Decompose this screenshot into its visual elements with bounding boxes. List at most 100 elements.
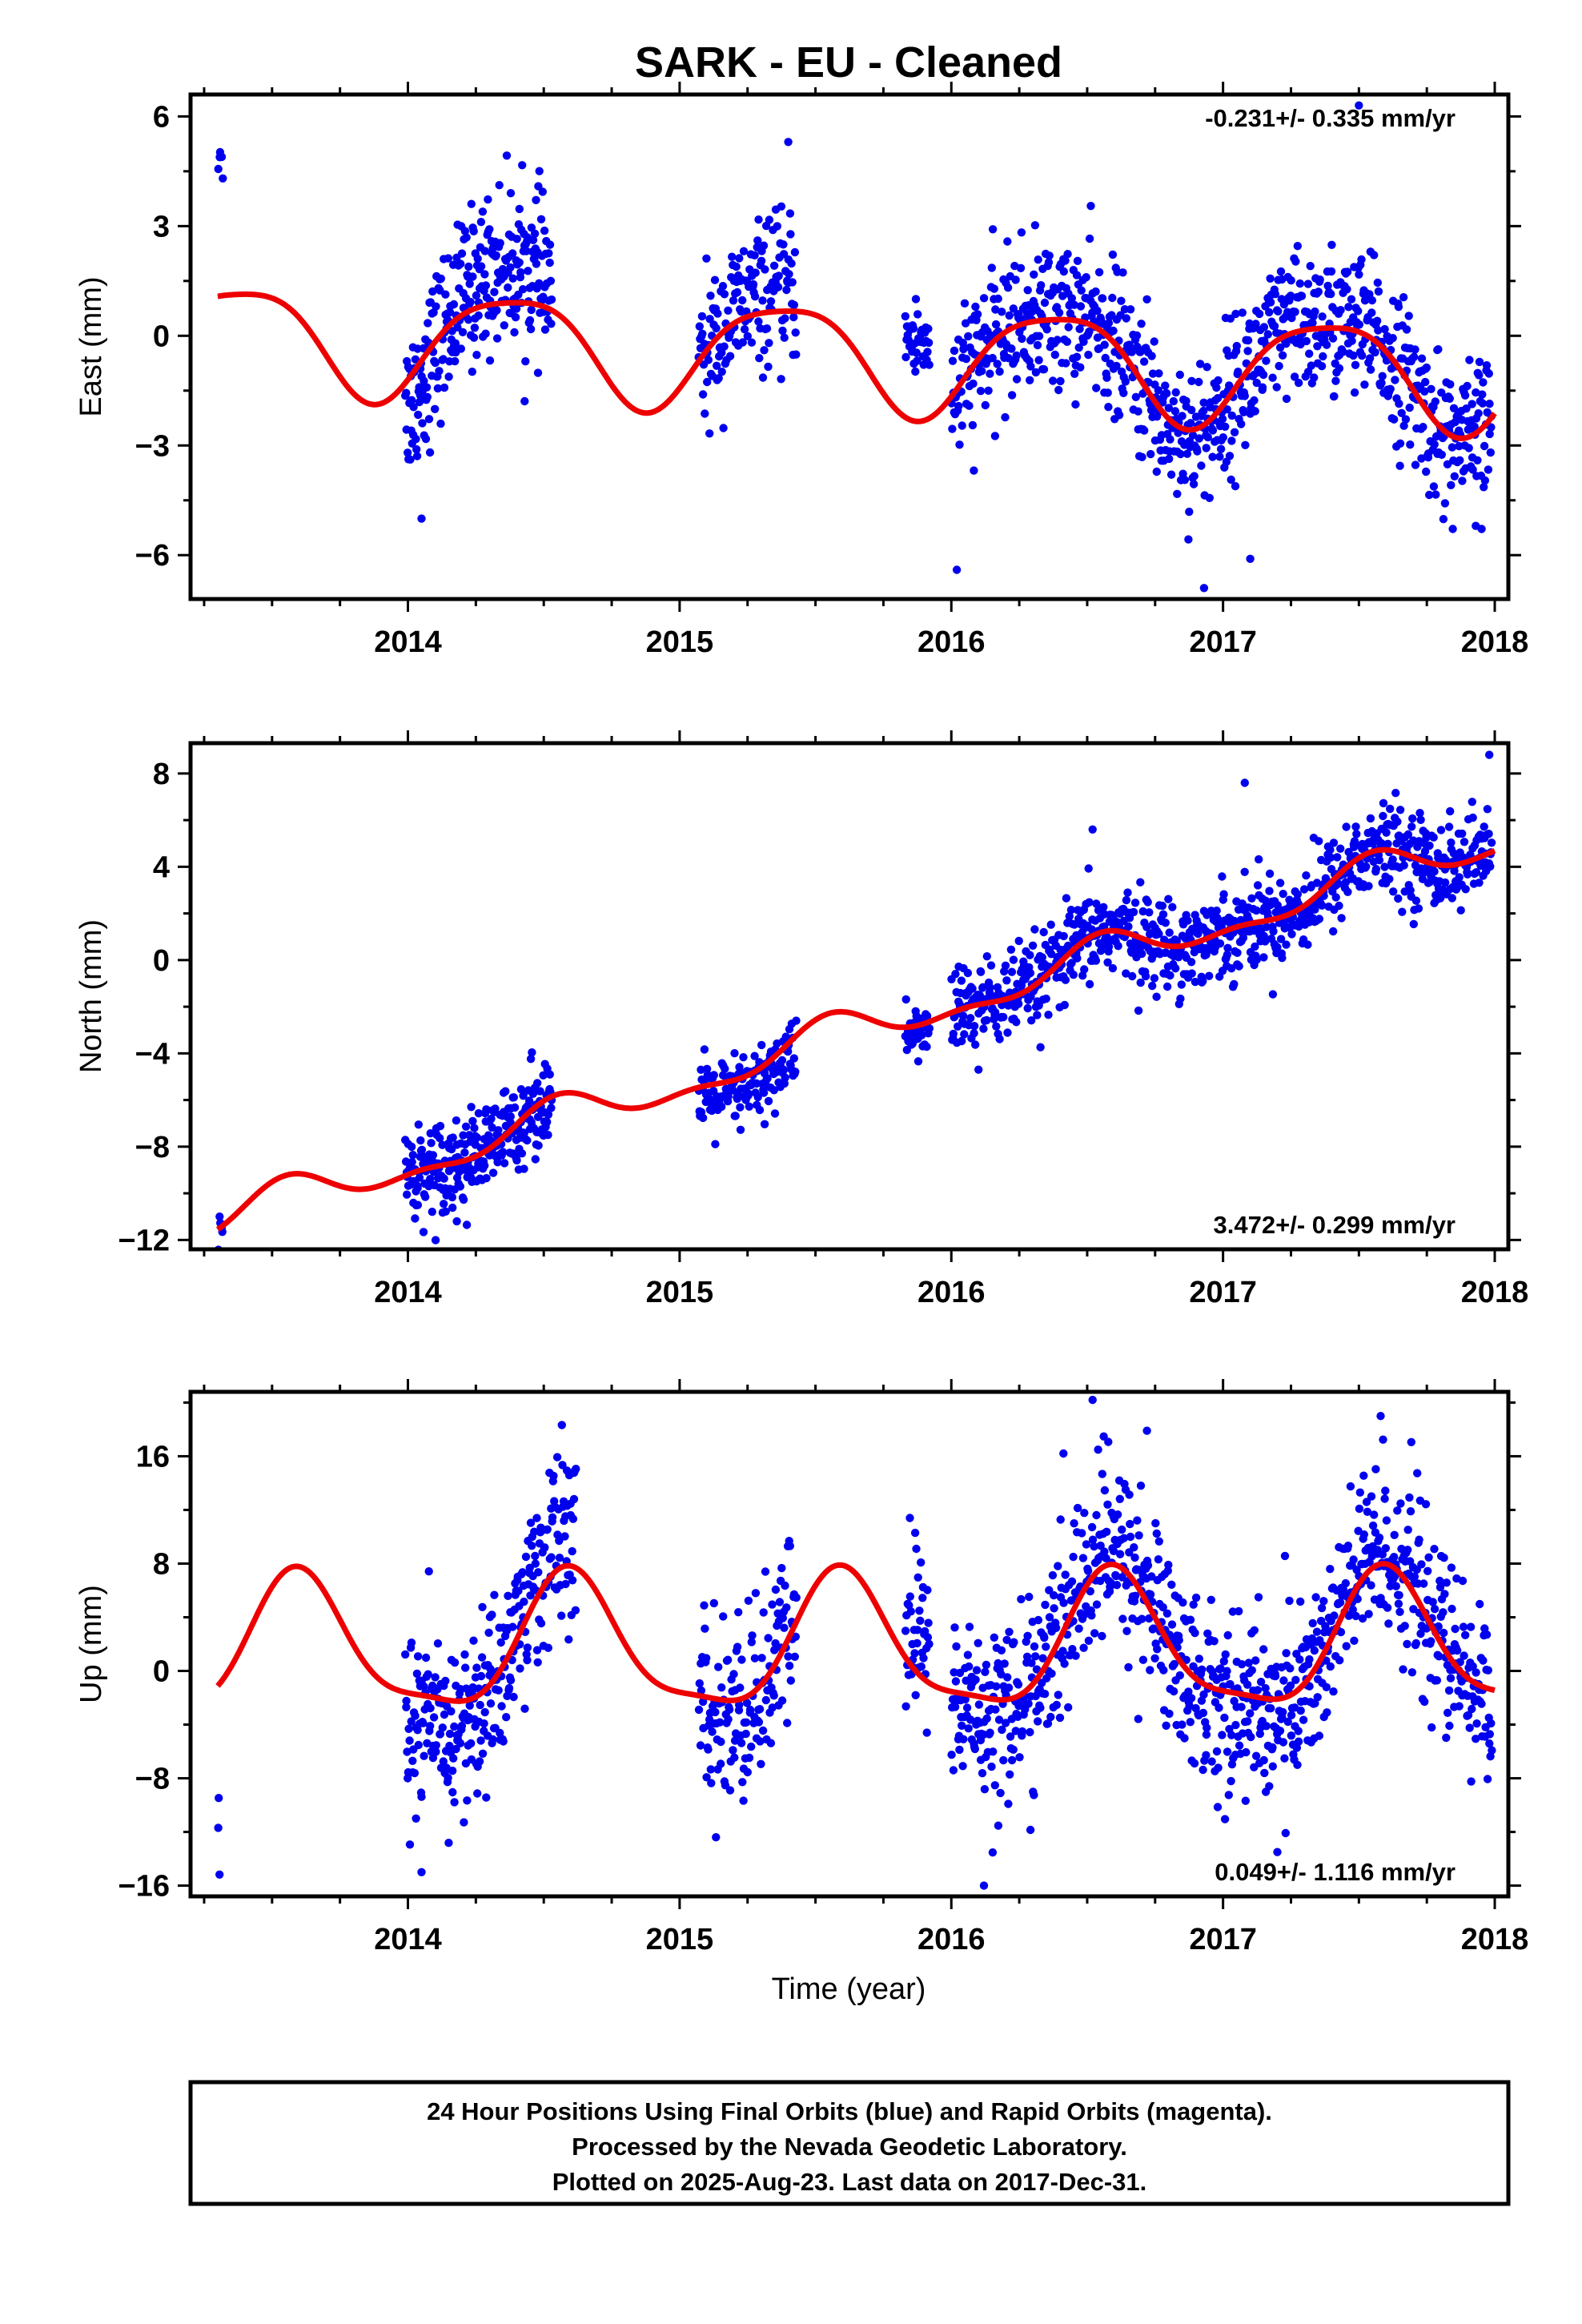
up-data-point: [725, 1786, 735, 1795]
up-data-point: [450, 1722, 459, 1731]
up-data-point: [775, 1598, 785, 1606]
north-data-point: [781, 1032, 790, 1041]
north-data-point: [1484, 830, 1493, 838]
up-data-point: [982, 1714, 991, 1723]
east-data-point: [1232, 341, 1242, 351]
east-data-point: [1094, 267, 1104, 277]
east-data-point: [1417, 354, 1427, 363]
up-data-point: [959, 1735, 968, 1743]
east-data-point: [1102, 373, 1111, 382]
east-data-point: [1480, 476, 1490, 485]
up-data-point: [1458, 1576, 1468, 1586]
up-data-point: [1343, 1542, 1353, 1550]
up-data-point: [1416, 1629, 1425, 1638]
up-data-point: [1018, 1727, 1027, 1736]
east-data-point: [1134, 407, 1142, 416]
east-data-point: [412, 435, 420, 444]
up-data-point: [1178, 1598, 1187, 1607]
caption-line-1: 24 Hour Positions Using Final Orbits (bl…: [427, 2097, 1272, 2125]
east-data-point: [532, 259, 541, 268]
north-data-point: [1230, 979, 1239, 989]
east-data-point: [1355, 320, 1364, 329]
east-data-point: [1373, 316, 1382, 325]
north-y-tick-label: −12: [118, 1224, 170, 1257]
east-x-tick-label: 2016: [917, 625, 986, 659]
up-model-fit: [215, 1561, 1496, 1704]
east-data-point: [1016, 263, 1026, 272]
north-data-point: [1026, 968, 1035, 978]
east-data-point: [1335, 364, 1344, 373]
up-data-point: [990, 1633, 999, 1642]
up-data-point: [1064, 1703, 1073, 1712]
north-data-point: [1085, 898, 1094, 907]
east-data-point: [1056, 376, 1065, 386]
up-data-point: [1191, 1628, 1199, 1638]
up-data-point: [714, 1663, 723, 1671]
up-data-point: [402, 1703, 411, 1711]
north-data-point: [1003, 1028, 1012, 1037]
east-data-point: [1450, 472, 1460, 480]
east-data-point: [1195, 434, 1204, 443]
east-data-point: [1199, 584, 1209, 593]
up-data-point: [768, 1600, 777, 1609]
up-data-point: [947, 1751, 956, 1759]
east-data-point: [1439, 515, 1448, 524]
east-data-point: [1307, 361, 1316, 370]
up-y-tick-label: −16: [118, 1870, 170, 1904]
up-data-point: [1186, 1694, 1196, 1703]
up-data-point: [1027, 1659, 1036, 1667]
up-data-point: [1344, 1611, 1354, 1620]
up-data-point: [1409, 1605, 1418, 1614]
east-data-point: [1417, 454, 1426, 463]
north-data-point: [487, 1114, 496, 1124]
up-data-point: [402, 1696, 411, 1706]
north-data-point: [1235, 962, 1243, 971]
up-data-point: [1227, 1776, 1235, 1786]
east-data-point: [535, 167, 544, 175]
up-data-point: [1079, 1643, 1088, 1652]
north-data-point: [1247, 894, 1256, 903]
up-data-point: [420, 1682, 428, 1691]
north-data-point: [1379, 811, 1387, 821]
up-data-point: [745, 1705, 755, 1715]
up-data-point: [1464, 1711, 1473, 1719]
up-data-point: [1427, 1637, 1435, 1646]
north-data-point: [1223, 951, 1232, 959]
east-data-point: [1225, 452, 1235, 460]
up-data-point: [540, 1543, 549, 1552]
north-data-point: [986, 983, 994, 992]
up-data-point: [1047, 1669, 1056, 1678]
up-data-point: [1220, 1815, 1230, 1823]
up-data-point: [1134, 1715, 1143, 1723]
east-data-point: [948, 356, 958, 365]
east-data-point: [1042, 325, 1051, 334]
east-data-point: [1391, 376, 1399, 384]
up-data-point: [1386, 1582, 1395, 1590]
up-data-point: [1265, 1782, 1274, 1791]
up-data-point: [1379, 1435, 1387, 1444]
up-data-point: [1417, 1560, 1426, 1569]
up-data-point: [405, 1840, 415, 1849]
up-data-point: [905, 1514, 914, 1522]
east-data-point: [404, 448, 412, 457]
east-data-point: [480, 270, 489, 279]
north-data-point: [781, 1073, 789, 1082]
up-data-point: [564, 1635, 573, 1644]
north-data-point: [1411, 896, 1421, 905]
east-data-point: [540, 226, 549, 235]
up-data-point: [523, 1655, 532, 1665]
east-data-point: [757, 256, 766, 265]
east-data-point: [988, 225, 998, 234]
north-data-point: [1001, 961, 1010, 971]
up-data-point: [1465, 1723, 1474, 1732]
east-data-point: [1290, 372, 1299, 381]
east-data-point: [1318, 312, 1327, 321]
up-data-point: [457, 1721, 467, 1731]
up-data-point: [480, 1707, 489, 1717]
east-data-point: [1213, 394, 1223, 403]
up-data-point: [982, 1660, 991, 1670]
east-data-point: [1139, 357, 1149, 366]
east-data-point: [468, 368, 476, 376]
